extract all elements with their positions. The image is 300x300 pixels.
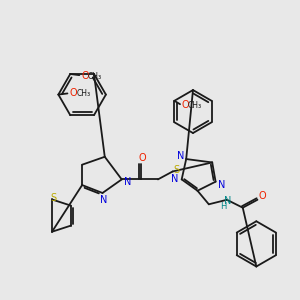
Text: N: N bbox=[224, 196, 232, 206]
Text: O: O bbox=[258, 191, 266, 201]
Text: N: N bbox=[177, 151, 184, 161]
Text: N: N bbox=[124, 177, 131, 187]
Text: CH₃: CH₃ bbox=[76, 89, 90, 98]
Text: O: O bbox=[69, 88, 77, 98]
Text: O: O bbox=[138, 153, 146, 163]
Text: S: S bbox=[50, 193, 56, 203]
Text: N: N bbox=[171, 174, 178, 184]
Text: S: S bbox=[173, 165, 179, 176]
Text: O: O bbox=[81, 71, 89, 81]
Text: CH₃: CH₃ bbox=[188, 101, 202, 110]
Text: H: H bbox=[220, 202, 227, 211]
Text: CH₃: CH₃ bbox=[88, 72, 102, 81]
Text: N: N bbox=[100, 195, 107, 205]
Text: O: O bbox=[182, 100, 190, 110]
Text: N: N bbox=[218, 180, 225, 190]
